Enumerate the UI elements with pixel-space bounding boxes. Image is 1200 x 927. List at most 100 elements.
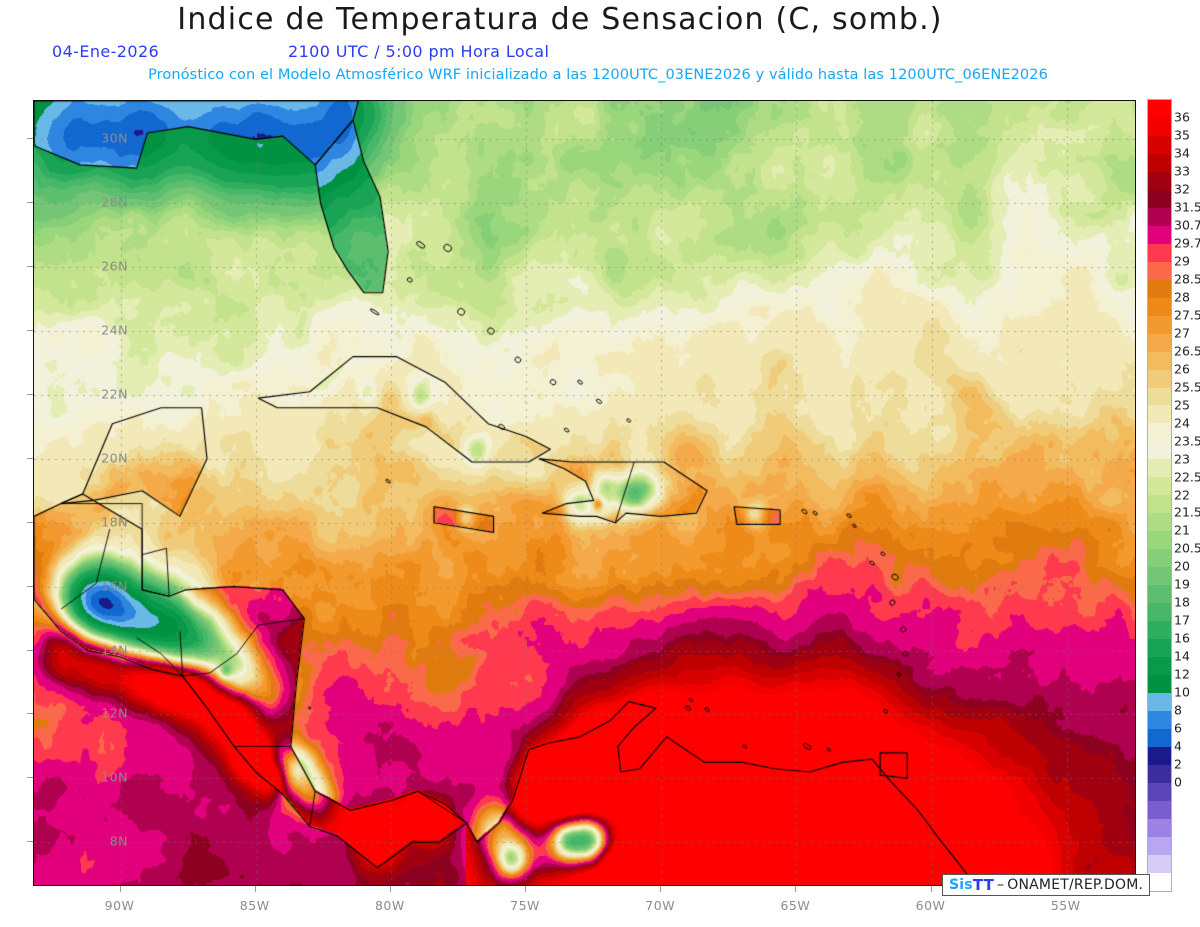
lon-tick-label: 70W (645, 898, 676, 913)
colorbar-swatch (1148, 872, 1171, 891)
logo-organization-text: ONAMET/REP.DOM. (1007, 877, 1144, 893)
lon-tickmark (119, 886, 121, 892)
colorbar-tick-label: 2 (1174, 756, 1182, 772)
colorbar-tick-label: 22 (1174, 487, 1190, 502)
colorbar-tick-label: 35 (1174, 127, 1190, 143)
lat-tick-label: 24N (101, 322, 128, 338)
colorbar-swatch (1148, 549, 1171, 568)
page-title: Indice de Temperatura de Sensacion (C, s… (177, 2, 943, 37)
colorbar-tick-label: 24 (1174, 415, 1190, 431)
lat-tick-label: 18N (101, 514, 128, 530)
colorbar-tick-label: 30.7 (1174, 217, 1200, 233)
colorbar-swatch (1148, 387, 1171, 406)
colorbar-swatch (1148, 531, 1171, 550)
colorbar-swatch (1148, 621, 1171, 640)
colorbar-swatch (1148, 261, 1171, 280)
lat-tick-label: 8N (109, 833, 128, 849)
chart-header: Indice de Temperatura de Sensacion (C, s… (0, 0, 1200, 95)
lat-tickmark (27, 202, 33, 204)
colorbar-swatch (1148, 279, 1171, 298)
colorbar-swatch (1148, 117, 1171, 136)
colorbar-swatch (1148, 441, 1171, 460)
lat-tickmark (27, 841, 33, 843)
colorbar-swatch (1148, 836, 1171, 855)
colorbar-swatch (1148, 782, 1171, 801)
lat-tick-label: 26N (101, 258, 128, 274)
colorbar-tick-label: 4 (1174, 738, 1182, 754)
lon-tick-label: 75W (510, 898, 540, 913)
colorbar-tick-label: 10 (1174, 684, 1190, 700)
colorbar-tick-label: 20.5 (1174, 540, 1200, 556)
lon-tickmark (389, 886, 391, 892)
colorbar-scale (1147, 99, 1172, 892)
colorbar-tick-label: 28.5 (1174, 271, 1200, 287)
colorbar-tick-label: 33 (1174, 163, 1190, 179)
colorbar-tick-label: 19 (1174, 576, 1190, 592)
lat-tick-label: 12N (101, 705, 128, 721)
logo-pi-icon: TT (972, 876, 995, 894)
colorbar-tick-label: 26 (1174, 361, 1190, 377)
lat-tickmark (27, 330, 33, 332)
logo-sis-text: Sis (949, 877, 973, 893)
colorbar-tick-label: 12 (1174, 666, 1190, 682)
colorbar-swatch (1148, 351, 1171, 370)
colorbar-swatch (1148, 692, 1171, 711)
colorbar-tick-label: 0 (1174, 774, 1182, 790)
lat-tickmark (27, 649, 33, 651)
colorbar-swatch (1148, 710, 1171, 729)
colorbar-swatch (1148, 225, 1171, 244)
colorbar-swatch (1148, 207, 1171, 226)
colorbar-swatch (1148, 585, 1171, 604)
lon-tick-label: 90W (104, 898, 135, 913)
colorbar-swatch (1148, 333, 1171, 352)
colorbar-tick-label: 17 (1174, 612, 1190, 628)
lat-tick-label: 22N (101, 386, 128, 402)
valid-date-label: 04-Ene-2026 (52, 42, 160, 61)
colorbar-swatch (1148, 728, 1171, 747)
logo-separator: – (997, 877, 1005, 893)
colorbar-tick-label: 26.5 (1174, 343, 1200, 359)
colorbar-swatch (1148, 297, 1171, 316)
lon-tickmark (930, 886, 932, 892)
colorbar-swatch (1148, 477, 1171, 496)
lat-tickmark (27, 713, 33, 715)
lat-tickmark (27, 521, 33, 523)
colorbar-tick-label: 14 (1174, 648, 1190, 664)
colorbar-swatch (1148, 100, 1171, 118)
lon-tickmark (660, 886, 662, 892)
weather-map[interactable] (33, 100, 1136, 886)
lat-tick-label: 20N (101, 450, 128, 466)
colorbar-swatch (1148, 423, 1171, 442)
colorbar-tick-label: 32 (1174, 181, 1190, 197)
colorbar-tick-label: 25.5 (1174, 379, 1200, 395)
colorbar-swatch (1148, 675, 1171, 693)
colorbar-tick-label: 29 (1174, 253, 1190, 269)
colorbar-tick-label: 31.5 (1174, 199, 1200, 215)
colorbar-swatch (1148, 459, 1171, 478)
colorbar-swatch (1148, 369, 1171, 388)
colorbar-tick-label: 23.5 (1174, 433, 1200, 449)
colorbar-tick-label: 20 (1174, 558, 1190, 574)
lat-tick-label: 10N (101, 769, 128, 785)
lat-tickmark (27, 138, 33, 140)
colorbar-tick-label: 21.5 (1174, 504, 1200, 520)
colorbar-swatch (1148, 189, 1171, 208)
lat-tickmark (27, 393, 33, 395)
colorbar-tick-label: 36 (1174, 109, 1190, 125)
lon-tick-label: 85W (239, 898, 270, 913)
lon-tickmark (795, 886, 797, 892)
colorbar-tick-label: 27.5 (1174, 307, 1200, 323)
colorbar-swatch (1148, 818, 1171, 837)
colorbar-tick-label: 16 (1174, 630, 1190, 646)
colorbar-swatch (1148, 513, 1171, 532)
lat-tick-label: 30N (101, 130, 128, 146)
agency-logo: Sis TT – ONAMET/REP.DOM. (942, 874, 1151, 896)
colorbar-swatch (1148, 800, 1171, 819)
lon-tick-label: 65W (780, 898, 811, 913)
colorbar-swatch (1148, 171, 1171, 190)
lat-tick-label: 28N (101, 194, 128, 210)
colorbar-swatch (1148, 639, 1171, 658)
colorbar-swatch (1148, 764, 1171, 783)
colorbar-swatch (1148, 243, 1171, 262)
lat-tickmark (27, 585, 33, 587)
